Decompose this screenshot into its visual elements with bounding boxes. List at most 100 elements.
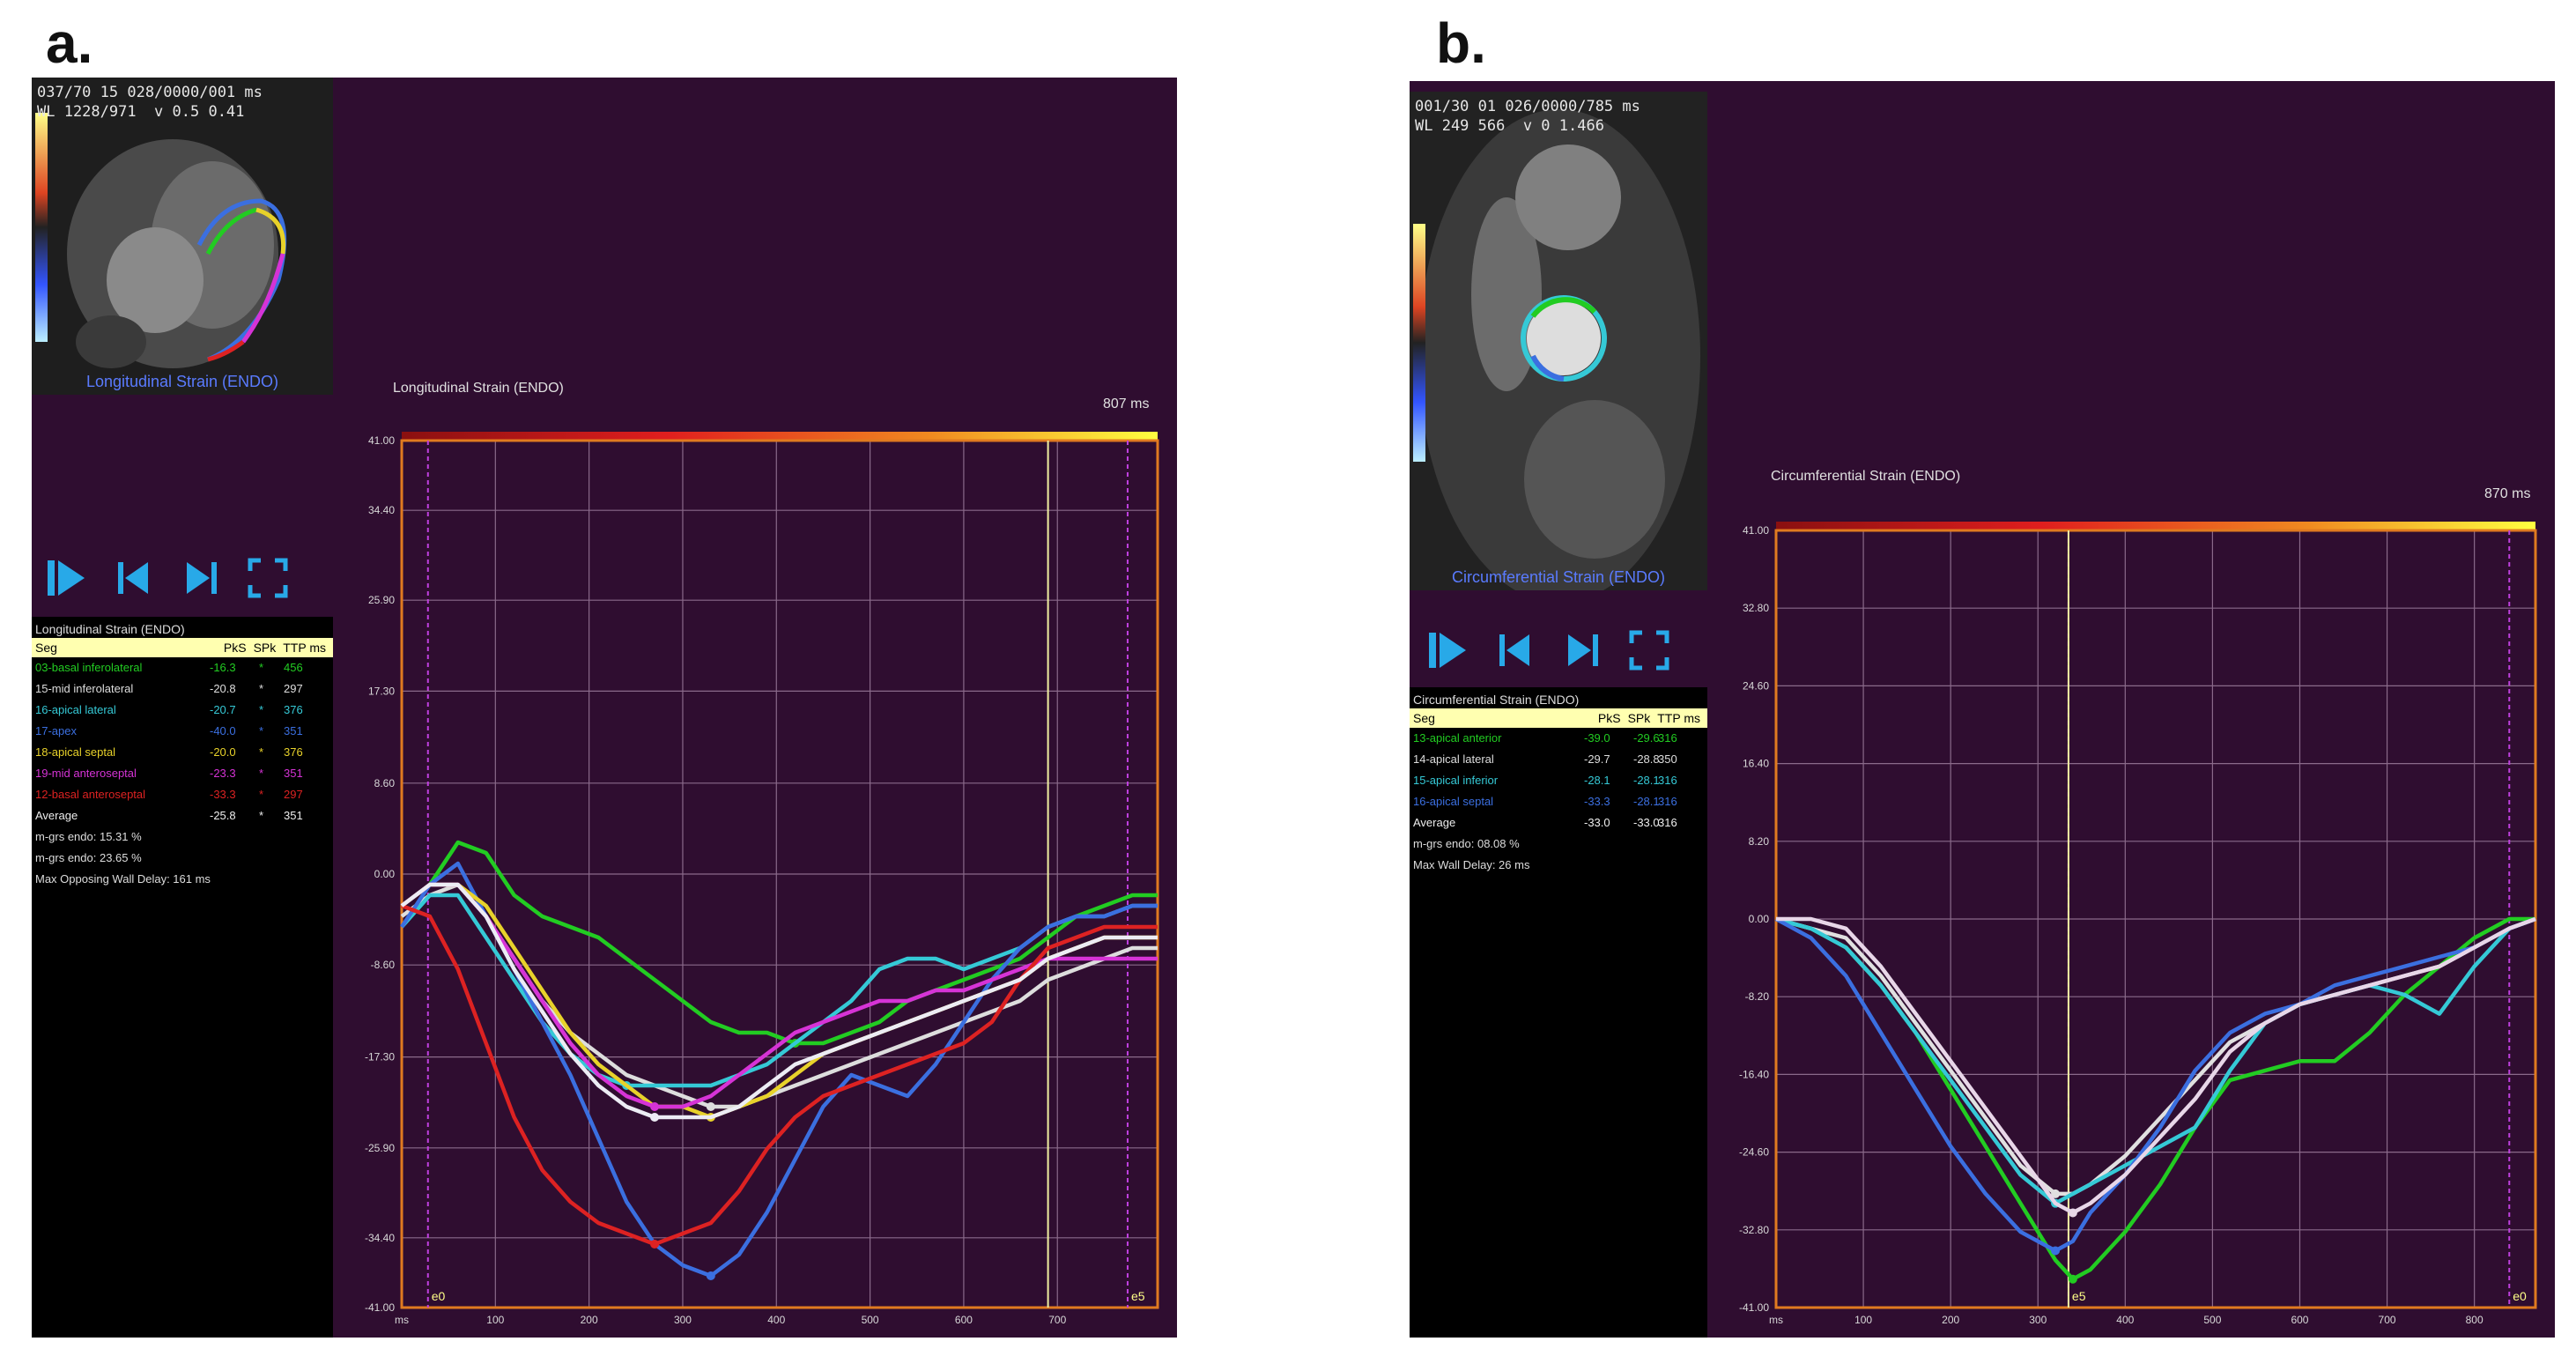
skip-back-icon[interactable] xyxy=(113,557,155,599)
row-pks: -20.8 xyxy=(210,682,236,695)
table-row[interactable]: Average -33.0 -33.0 316 xyxy=(1410,812,1707,834)
row-pks: -33.3 xyxy=(1584,795,1610,808)
table-note: Max Wall Delay: 26 ms xyxy=(1413,858,1530,871)
event-marker-label: e0 xyxy=(432,1289,446,1303)
table-row[interactable]: 19-mid anteroseptal -23.3 * 351 xyxy=(32,763,333,784)
peak-point xyxy=(2051,1189,2061,1198)
table-title: Circumferential Strain (ENDO) xyxy=(1413,693,1580,707)
row-spk: -29.6 xyxy=(1633,731,1660,745)
x-tick-label: ms xyxy=(395,1314,409,1326)
series-line-15-mid-inferolateral[interactable] xyxy=(400,882,1158,1109)
x-tick-label: 600 xyxy=(2291,1314,2308,1326)
peak-point xyxy=(706,1271,715,1280)
x-tick-label: 200 xyxy=(581,1314,598,1326)
table-row[interactable]: 15-apical inferior -28.1 -28.1 316 xyxy=(1410,770,1707,791)
series-line-03-basal-inferolateral[interactable] xyxy=(400,840,1158,1046)
x-tick-label: 400 xyxy=(767,1314,785,1326)
row-spk: * xyxy=(259,767,264,780)
row-segment: 15-mid inferolateral xyxy=(35,682,134,695)
y-tick-label: -32.80 xyxy=(1739,1224,1769,1236)
row-ttp: 351 xyxy=(284,724,303,737)
y-tick-label: -8.60 xyxy=(371,959,396,971)
table-row[interactable]: 16-apical septal -33.3 -28.1 316 xyxy=(1410,791,1707,812)
y-tick-label: 41.00 xyxy=(368,434,395,447)
y-tick-label: 25.90 xyxy=(368,594,395,606)
time-gradient-bar xyxy=(402,432,1158,441)
col-spk: SPk xyxy=(253,641,277,655)
panel-a-playback-controls xyxy=(46,557,289,599)
y-tick-label: -17.30 xyxy=(365,1051,395,1063)
y-tick-label: -8.20 xyxy=(1745,990,1770,1003)
heart-image-short-axis xyxy=(1410,92,1707,590)
y-tick-label: 41.00 xyxy=(1743,524,1769,537)
peak-point xyxy=(2068,1208,2077,1218)
row-segment: 15-apical inferior xyxy=(1413,774,1499,787)
chart-b-time-label: 870 ms xyxy=(2484,486,2531,501)
panel-a-thumbnail[interactable]: 037/70 15 028/0000/001 ms WL 1228/971 v … xyxy=(32,78,333,395)
y-tick-label: 16.40 xyxy=(1743,758,1769,770)
row-pks: -23.3 xyxy=(210,767,236,780)
skip-back-icon[interactable] xyxy=(1494,629,1536,671)
row-spk: * xyxy=(259,745,264,759)
table-row[interactable]: 15-mid inferolateral -20.8 * 297 xyxy=(32,678,333,700)
row-ttp: 350 xyxy=(1658,752,1677,766)
play-icon[interactable] xyxy=(1427,629,1469,671)
row-pks: -20.0 xyxy=(210,745,236,759)
table-title: Longitudinal Strain (ENDO) xyxy=(35,622,185,636)
table-note: m-grs endo: 23.65 % xyxy=(35,851,142,864)
row-segment: Average xyxy=(1413,816,1456,829)
fullscreen-icon[interactable] xyxy=(1628,629,1670,671)
peak-point xyxy=(2068,1274,2077,1284)
chart-b: 41.00 32.80 24.60 16.40 8.20 0.00 -8.20 -16.40 -… xyxy=(1739,522,2537,1326)
y-tick-label: 0.00 xyxy=(1749,913,1770,925)
row-spk: -28.1 xyxy=(1633,795,1660,808)
series-line-17-apex[interactable] xyxy=(400,861,1158,1278)
row-pks: -29.7 xyxy=(1584,752,1610,766)
table-note: Max Opposing Wall Delay: 161 ms xyxy=(35,872,211,886)
row-pks: -40.0 xyxy=(210,724,236,737)
row-spk: * xyxy=(259,703,264,716)
play-icon[interactable] xyxy=(46,557,88,599)
series-line-19-mid-anteroseptal[interactable] xyxy=(400,882,1158,1109)
row-segment: 17-apex xyxy=(35,724,77,737)
row-ttp: 316 xyxy=(1658,731,1677,745)
series-line-18-apical-septal[interactable] xyxy=(400,882,1158,1120)
y-tick-label: 8.60 xyxy=(374,777,396,789)
row-ttp: 297 xyxy=(284,788,303,801)
table-row[interactable]: 12-basal anteroseptal -33.3 * 297 xyxy=(32,784,333,805)
y-tick-label: -24.60 xyxy=(1739,1146,1769,1159)
panel-b-thumbnail[interactable]: 001/30 01 026/0000/785 ms WL 249 566 v 0… xyxy=(1410,92,1707,590)
row-ttp: 316 xyxy=(1658,816,1677,829)
col-seg: Seg xyxy=(1413,711,1435,725)
table-row[interactable]: 17-apex -40.0 * 351 xyxy=(32,721,333,742)
skip-forward-icon[interactable] xyxy=(180,557,222,599)
series-line-average[interactable] xyxy=(1776,916,2536,1215)
x-tick-label: 300 xyxy=(674,1314,692,1326)
row-ttp: 316 xyxy=(1658,795,1677,808)
fullscreen-icon[interactable] xyxy=(247,557,289,599)
col-pks: PkS xyxy=(1597,711,1621,725)
x-tick-label: 700 xyxy=(1048,1314,1066,1326)
time-gradient-bar xyxy=(1776,522,2535,530)
panel-a-strain-table: Longitudinal Strain (ENDO) Seg PkS SPk T… xyxy=(32,620,333,890)
row-ttp: 297 xyxy=(284,682,303,695)
table-row[interactable]: 14-apical lateral -29.7 -28.8 350 xyxy=(1410,749,1707,770)
series-line-12-basal-anteroseptal[interactable] xyxy=(401,903,1158,1247)
table-row[interactable]: 03-basal inferolateral -16.3 * 456 xyxy=(32,657,333,678)
y-tick-label: -41.00 xyxy=(1739,1301,1769,1314)
peak-point xyxy=(650,1113,660,1122)
row-pks: -20.7 xyxy=(210,703,236,716)
col-ttp: TTP ms xyxy=(283,641,326,655)
y-tick-label: 32.80 xyxy=(1743,602,1769,614)
series-line-16-apical-septal[interactable] xyxy=(1774,916,2536,1253)
table-row[interactable]: Average -25.8 * 351 xyxy=(32,805,333,826)
table-row[interactable]: 13-apical anterior -39.0 -29.6 316 xyxy=(1410,728,1707,749)
col-seg: Seg xyxy=(35,641,57,655)
table-row[interactable]: 16-apical lateral -20.7 * 376 xyxy=(32,700,333,721)
skip-forward-icon[interactable] xyxy=(1561,629,1603,671)
y-tick-label: -34.40 xyxy=(365,1232,395,1244)
table-row[interactable]: 18-apical septal -20.0 * 376 xyxy=(32,742,333,763)
row-ttp: 351 xyxy=(284,809,303,822)
row-pks: -25.8 xyxy=(210,809,236,822)
series-line-average[interactable] xyxy=(400,882,1158,1120)
